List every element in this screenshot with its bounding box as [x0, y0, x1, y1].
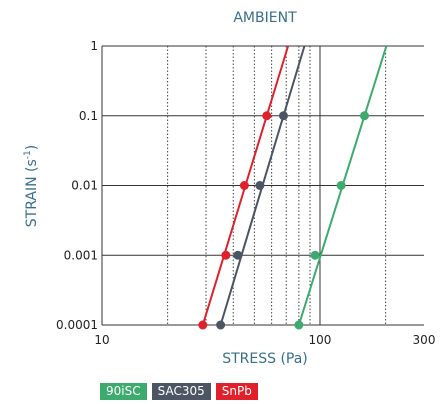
y-axis-label-sup: -1 — [23, 150, 33, 159]
y-tick-label-3: 0.1 — [79, 109, 98, 123]
data-point-90isc-0 — [294, 320, 304, 330]
data-point-snpb-2 — [239, 181, 249, 190]
data-point-snpb-0 — [198, 320, 208, 330]
chart-title: AMBIENT — [233, 10, 297, 26]
y-axis-label-main: STRAIN (s — [24, 159, 40, 227]
x-tick-label-0: 10 — [94, 333, 109, 347]
data-point-90isc-2 — [336, 181, 346, 190]
y-axis-label: STRAIN (s-1) — [23, 145, 40, 227]
y-tick-label-4: 1 — [90, 39, 98, 53]
y-tick-label-0: 0.0001 — [56, 318, 98, 332]
data-point-snpb-1 — [221, 250, 231, 260]
legend-item-90isc: 90iSC — [100, 383, 147, 400]
data-point-sac305-2 — [255, 181, 265, 190]
tick-labels: 0.0001 0.001 0.01 0.1 1 10 100 300 — [56, 39, 435, 347]
x-tick-label-1: 100 — [309, 333, 332, 347]
data-point-snpb-3 — [262, 111, 272, 121]
series — [198, 45, 388, 330]
data-point-90isc-3 — [359, 111, 369, 121]
y-axis-label-end: ) — [24, 145, 40, 150]
legend: 90iSC SAC305 SnPb — [100, 383, 258, 400]
grid — [102, 45, 424, 326]
x-axis-label: STRESS (Pa) — [222, 351, 308, 367]
y-tick-label-2: 0.01 — [71, 179, 98, 193]
y-tick-label-1: 0.001 — [64, 248, 98, 262]
x-tick-label-2: 300 — [413, 333, 436, 347]
data-point-sac305-0 — [216, 320, 226, 330]
strain-stress-chart: AMBIENT 0.0001 0.001 0.01 0.1 1 10 100 300 STRE… — [23, 10, 435, 367]
legend-item-sac305: SAC305 — [151, 383, 211, 400]
data-point-sac305-3 — [278, 111, 288, 121]
data-point-sac305-1 — [233, 250, 243, 260]
legend-item-snpb: SnPb — [215, 383, 258, 400]
data-point-90isc-1 — [310, 250, 320, 260]
